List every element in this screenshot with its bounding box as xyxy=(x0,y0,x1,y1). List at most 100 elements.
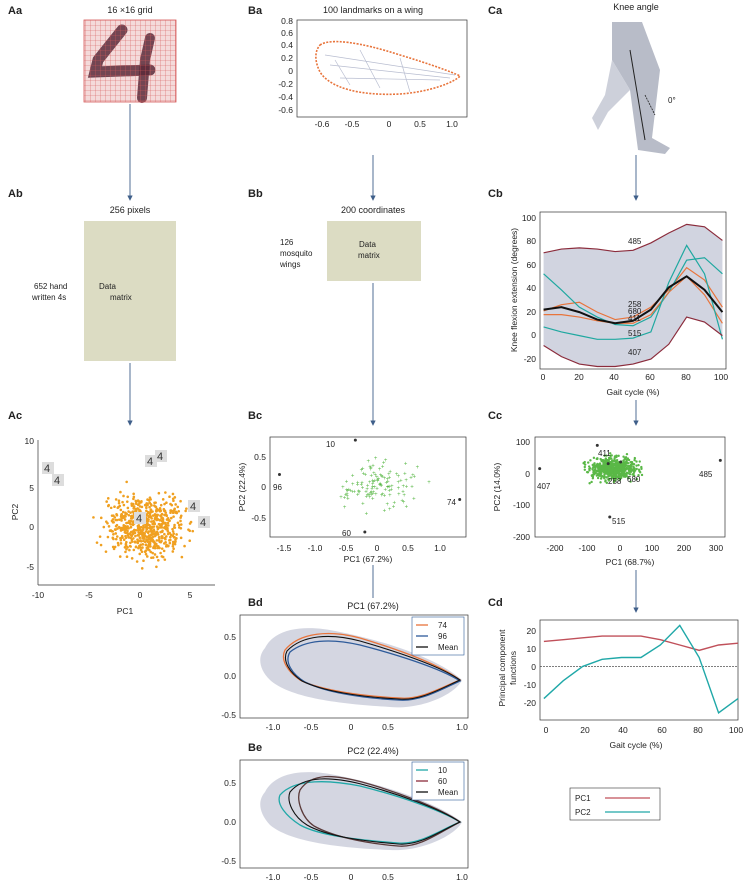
axes-Bd: -1.0 -0.5 0 0.5 1.0 0.5 0.0 -0.5 xyxy=(221,632,468,732)
point-Ac xyxy=(189,520,193,524)
panel-label-Bb: Bb xyxy=(248,188,263,200)
xtick-Bc-3: 0 xyxy=(375,543,380,553)
labeled-point-Cc xyxy=(606,462,610,466)
point-Bc: + xyxy=(370,487,374,493)
point-Cc xyxy=(616,465,619,468)
point-Bc: + xyxy=(368,493,372,499)
xtick-Ac-0: -10 xyxy=(32,590,45,600)
ytick-Cc-1: 0 xyxy=(525,469,530,479)
point-Bc: + xyxy=(402,500,406,506)
point-Ac xyxy=(154,505,158,509)
point-Ac xyxy=(114,532,118,535)
point-Cc xyxy=(588,482,591,485)
point-Ac xyxy=(129,545,132,548)
xtick-Bc-2: -0.5 xyxy=(339,543,354,553)
point-Cc xyxy=(618,470,621,474)
point-Ac xyxy=(143,550,147,553)
xtick-Cb-2: 40 xyxy=(609,372,619,382)
pc-functions-Cd xyxy=(540,624,739,714)
point-Ac xyxy=(129,511,132,514)
point-Ac xyxy=(139,548,143,552)
point-Ac xyxy=(98,535,102,538)
point-Bc: + xyxy=(343,505,347,511)
point-Cc xyxy=(609,454,612,458)
point-Cc xyxy=(623,465,627,468)
point-Bc: + xyxy=(369,490,373,496)
point-Ac xyxy=(152,525,156,528)
point-Cc xyxy=(600,459,603,463)
point-Bc: + xyxy=(369,493,373,499)
point-Ac xyxy=(119,542,123,545)
point-Ac xyxy=(163,558,167,561)
point-Bc: + xyxy=(372,480,376,486)
svg-text:4: 4 xyxy=(54,475,60,487)
point-Ac xyxy=(161,498,165,501)
annot-Bc-96: 96 xyxy=(273,483,282,492)
point-Bc: + xyxy=(364,489,368,495)
labeled-point-Cc xyxy=(619,460,623,464)
annot-Cb-407: 407 xyxy=(628,348,642,357)
point-Bc: + xyxy=(397,486,401,492)
point-Cc xyxy=(619,466,622,469)
xtick-Ba-3: 0.5 xyxy=(414,119,426,129)
point-Ac xyxy=(130,534,134,538)
point-Ac xyxy=(125,531,129,535)
legend-Be-2: Mean xyxy=(438,788,458,797)
point-Bc: + xyxy=(356,481,360,487)
point-Ac xyxy=(164,521,167,525)
frame-Cd xyxy=(539,619,739,721)
point-Bc: + xyxy=(360,468,364,474)
point-Ac xyxy=(126,529,129,533)
point-Cc xyxy=(597,470,600,473)
point-Ac xyxy=(159,523,162,527)
labeled-point-Bc xyxy=(458,498,462,501)
point-Ac xyxy=(104,550,108,553)
point-Ac xyxy=(177,509,181,513)
point-Ac xyxy=(117,499,121,503)
point-Ac xyxy=(136,499,140,502)
point-Cc xyxy=(614,473,618,477)
point-Ac xyxy=(139,525,143,529)
point-Cc xyxy=(589,467,592,470)
point-Bc: + xyxy=(357,489,361,495)
ytick-Ba-7: -0.6 xyxy=(278,105,293,115)
ytick-Ac-3: -5 xyxy=(26,562,34,572)
point-Cc xyxy=(627,467,630,471)
svg-text:4: 4 xyxy=(157,451,163,463)
annot-Cc-411: 411 xyxy=(598,449,611,458)
point-Cc xyxy=(635,477,639,481)
point-Bc: + xyxy=(371,479,375,485)
point-Ac xyxy=(122,538,126,542)
point-Cc xyxy=(583,465,586,469)
ytick-Ac-2: 0 xyxy=(29,522,34,532)
point-Ac xyxy=(164,537,167,541)
xtick-Bc-0: -1.5 xyxy=(277,543,292,553)
point-Ac xyxy=(160,539,163,543)
point-Bc: + xyxy=(369,467,373,473)
point-Ac xyxy=(115,523,119,527)
point-Ac xyxy=(151,510,154,513)
ytick-Ba-5: -0.2 xyxy=(278,79,293,89)
point-Cc xyxy=(596,457,599,460)
gait-envelope-Cb xyxy=(543,224,723,367)
point-Ac xyxy=(128,548,131,552)
point-Cc xyxy=(630,465,633,468)
xlabel-Cb: Gait cycle (%) xyxy=(607,387,660,397)
wing-outline-Ba xyxy=(315,40,462,96)
scatter-Ac xyxy=(92,480,195,570)
panel-label-Cb: Cb xyxy=(488,188,503,200)
point-Ac xyxy=(152,519,155,523)
point-Cc xyxy=(638,471,642,474)
point-Ac xyxy=(171,527,174,531)
point-Ac xyxy=(151,556,155,559)
legend-Bd-1: 96 xyxy=(438,632,447,641)
point-Bc: + xyxy=(416,465,420,471)
point-Ac xyxy=(149,508,153,511)
point-Ac xyxy=(148,548,151,552)
point-Ac xyxy=(116,541,120,545)
point-Cc xyxy=(592,456,596,460)
point-Ac xyxy=(156,531,159,535)
data-matrix-Bb xyxy=(327,221,421,281)
point-Ac xyxy=(172,532,176,535)
ytick-Be-1: 0.0 xyxy=(224,817,236,827)
